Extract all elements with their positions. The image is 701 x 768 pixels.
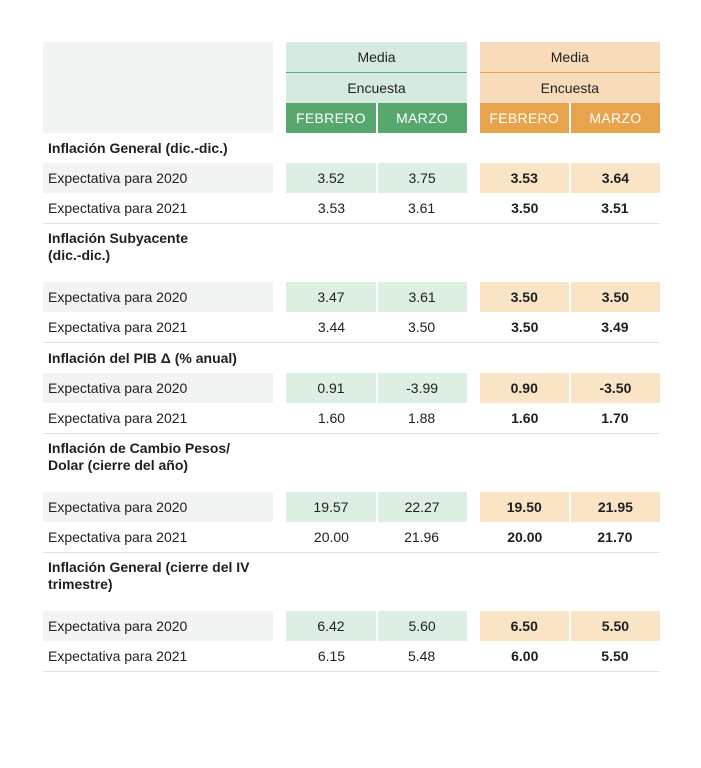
value-cell: 1.60: [479, 403, 570, 434]
row-label: Expectativa para 2020: [43, 282, 274, 312]
section-heading: Inflación de Cambio Pesos/ Dolar (cierre…: [43, 434, 660, 493]
table-row: Expectativa para 2020 3.47 3.61 3.50 3.5…: [43, 282, 660, 312]
value-cell: 3.61: [376, 193, 467, 224]
right-month-feb: FEBRERO: [479, 103, 570, 133]
row-label: Expectativa para 2021: [43, 193, 274, 224]
value-cell: 19.57: [286, 492, 377, 522]
value-cell: 3.50: [479, 282, 570, 312]
header-corner: [43, 42, 274, 133]
value-cell: 3.51: [569, 193, 660, 224]
section-heading: Inflación del PIB Δ (% anual): [43, 343, 660, 374]
value-cell: 5.50: [569, 641, 660, 672]
left-group-subtitle: Encuesta: [286, 72, 467, 103]
value-cell: 1.88: [376, 403, 467, 434]
value-cell: 5.60: [375, 611, 467, 641]
value-cell: 20.00: [286, 522, 377, 553]
table-row: Expectativa para 2021 6.15 5.48 6.00 5.5…: [43, 641, 660, 672]
value-cell: 1.70: [569, 403, 660, 434]
value-cell: 3.50: [479, 312, 570, 343]
value-cell: 21.96: [376, 522, 467, 553]
table-row: Expectativa para 2020 0.91 -3.99 0.90 -3…: [43, 373, 660, 403]
value-cell: 3.61: [375, 282, 467, 312]
value-cell: 6.42: [286, 611, 377, 641]
value-cell: 3.50: [376, 312, 467, 343]
row-label: Expectativa para 2020: [43, 163, 274, 193]
value-cell: 19.50: [479, 492, 570, 522]
value-cell: 21.95: [568, 492, 660, 522]
row-label: Expectativa para 2020: [43, 373, 274, 403]
table-row: Expectativa para 2020 19.57 22.27 19.50 …: [43, 492, 660, 522]
left-month-mar: MARZO: [375, 103, 467, 133]
value-cell: 3.50: [568, 282, 660, 312]
table-row: Expectativa para 2021 20.00 21.96 20.00 …: [43, 522, 660, 553]
value-cell: 1.60: [286, 403, 377, 434]
value-cell: -3.50: [568, 373, 660, 403]
row-label: Expectativa para 2021: [43, 312, 274, 343]
row-label: Expectativa para 2021: [43, 522, 274, 553]
value-cell: 3.47: [286, 282, 377, 312]
value-cell: 0.90: [479, 373, 570, 403]
row-label: Expectativa para 2021: [43, 641, 274, 672]
value-cell: 3.64: [568, 163, 660, 193]
expectations-table: Media Media Encuesta Encuesta FEBRERO MA…: [43, 42, 660, 672]
section-heading: Inflación General (cierre del IV trimest…: [43, 553, 660, 612]
right-month-mar: MARZO: [568, 103, 660, 133]
section-heading: Inflación General (dic.-dic.): [43, 133, 660, 163]
section-title: Inflación de Cambio Pesos/ Dolar (cierre…: [48, 440, 231, 473]
value-cell: 3.50: [479, 193, 570, 224]
value-cell: 3.52: [286, 163, 377, 193]
value-cell: 5.48: [376, 641, 467, 672]
value-cell: 3.75: [375, 163, 467, 193]
section-title: Inflación General (cierre del IV trimest…: [48, 559, 250, 592]
table-row: Expectativa para 2021 3.44 3.50 3.50 3.4…: [43, 312, 660, 343]
value-cell: 21.70: [569, 522, 660, 553]
value-cell: 0.91: [286, 373, 377, 403]
section-title: Inflación General (dic.-dic.): [48, 140, 228, 156]
value-cell: 6.15: [286, 641, 377, 672]
value-cell: 3.49: [569, 312, 660, 343]
value-cell: 3.53: [479, 163, 570, 193]
value-cell: 6.00: [479, 641, 570, 672]
value-cell: 20.00: [479, 522, 570, 553]
section-title: Inflación del PIB Δ (% anual): [48, 350, 237, 366]
section-title: Inflación Subyacente (dic.-dic.): [48, 230, 189, 263]
table-row: Expectativa para 2020 3.52 3.75 3.53 3.6…: [43, 163, 660, 193]
value-cell: 5.50: [568, 611, 660, 641]
left-group-title: Media: [286, 42, 467, 73]
table-row: Expectativa para 2020 6.42 5.60 6.50 5.5…: [43, 611, 660, 641]
left-month-feb: FEBRERO: [286, 103, 377, 133]
row-label: Expectativa para 2021: [43, 403, 274, 434]
value-cell: 22.27: [375, 492, 467, 522]
right-group-subtitle: Encuesta: [479, 72, 660, 103]
value-cell: -3.99: [375, 373, 467, 403]
table-row: Expectativa para 2021 3.53 3.61 3.50 3.5…: [43, 193, 660, 224]
row-label: Expectativa para 2020: [43, 492, 274, 522]
row-label: Expectativa para 2020: [43, 611, 274, 641]
right-group-title: Media: [479, 42, 660, 73]
table-row: Expectativa para 2021 1.60 1.88 1.60 1.7…: [43, 403, 660, 434]
value-cell: 3.44: [286, 312, 377, 343]
value-cell: 6.50: [479, 611, 570, 641]
value-cell: 3.53: [286, 193, 377, 224]
section-heading: Inflación Subyacente (dic.-dic.): [43, 224, 660, 283]
